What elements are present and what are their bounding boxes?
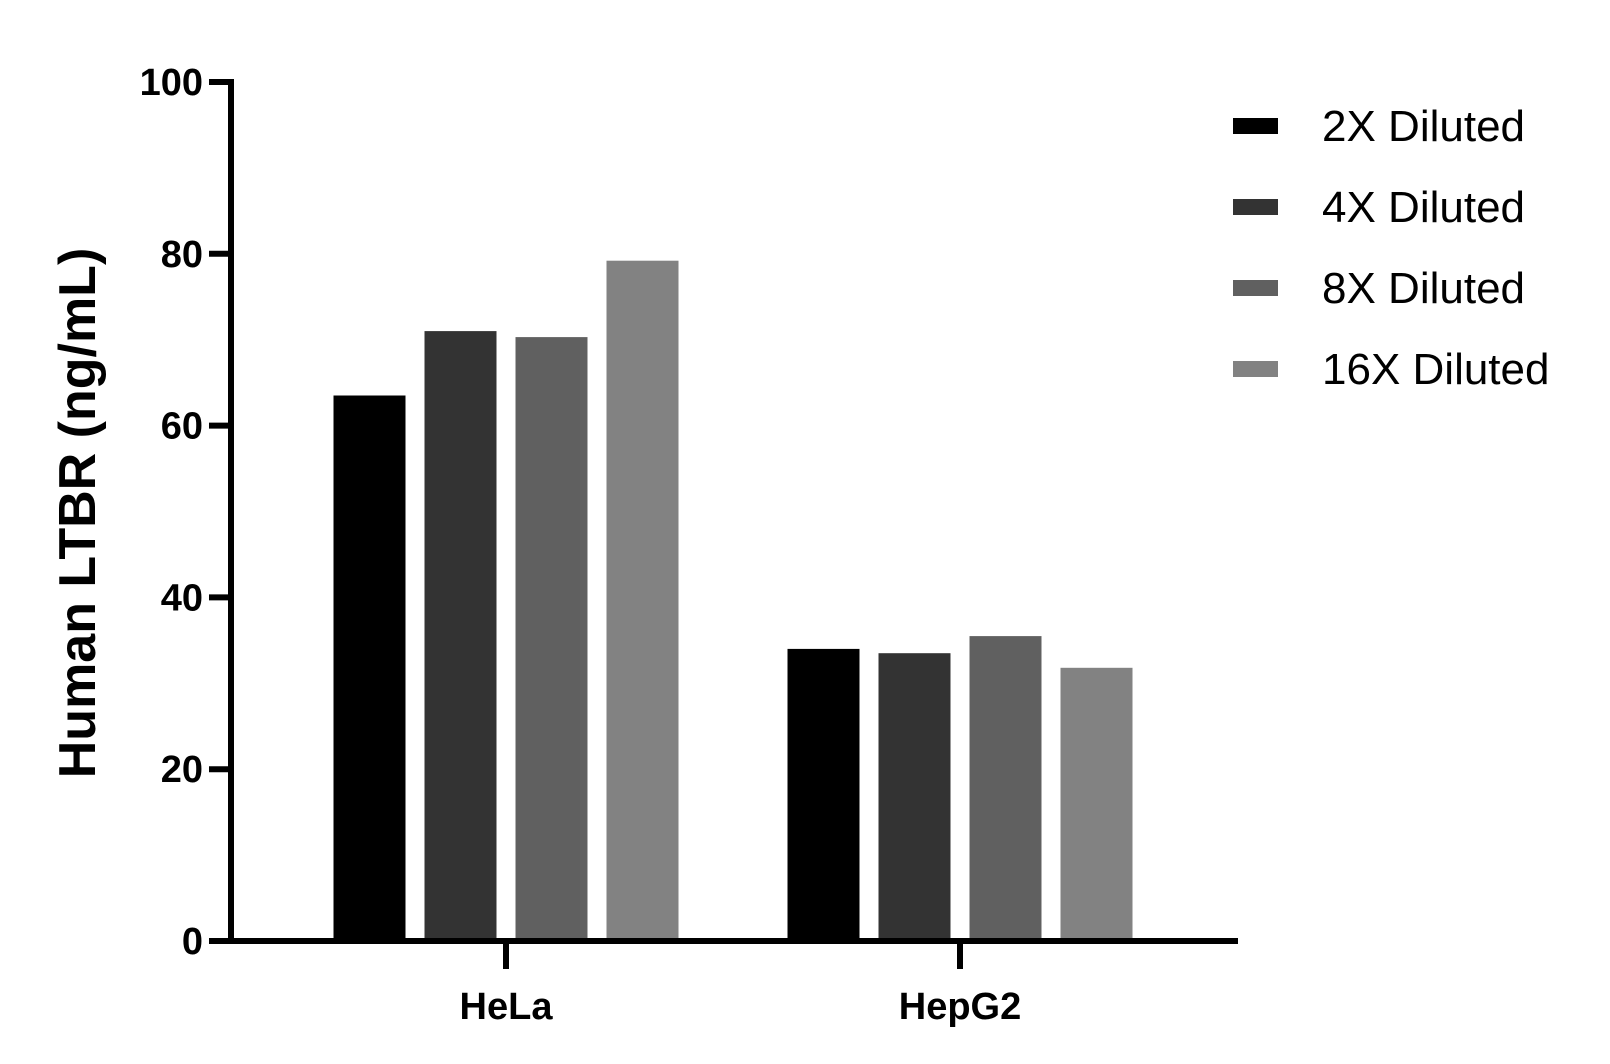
legend-swatch-1 <box>1233 118 1278 134</box>
y-tick-label-60: 60 <box>161 406 203 448</box>
x-tick-label-hepg2: HepG2 <box>899 986 1021 1028</box>
bar-hela-4 <box>606 260 679 941</box>
bars-layer <box>333 260 1133 942</box>
legend-label-4: 16X Diluted <box>1322 345 1549 394</box>
bar-hepg2-4 <box>1060 667 1133 941</box>
y-tick-label-80: 80 <box>161 234 203 276</box>
bar-hela-3 <box>515 337 588 942</box>
y-tick-label-100: 100 <box>140 62 203 104</box>
y-tick-label-40: 40 <box>161 577 203 619</box>
y-tick-label-20: 20 <box>161 749 203 791</box>
bar-hepg2-3 <box>969 636 1042 941</box>
axes-layer: 0 20 40 60 80 100 HeLa HepG2 <box>140 62 1238 1028</box>
legend-swatch-3 <box>1233 280 1278 296</box>
bar-hepg2-2 <box>878 653 951 941</box>
bar-hela-1 <box>333 395 406 941</box>
legend-label-1: 2X Diluted <box>1322 102 1525 151</box>
legend-label-2: 4X Diluted <box>1322 183 1525 232</box>
bar-hepg2-1 <box>787 648 860 941</box>
y-axis-title: Human LTBR (ng/mL) <box>49 248 107 779</box>
legend-swatch-4 <box>1233 361 1278 377</box>
legend: 2X Diluted 4X Diluted 8X Diluted 16X Dilute… <box>1233 102 1549 394</box>
legend-label-3: 8X Diluted <box>1322 264 1525 313</box>
bar-hela-2 <box>424 331 497 942</box>
y-tick-label-0: 0 <box>182 921 203 963</box>
legend-swatch-2 <box>1233 199 1278 215</box>
x-tick-label-hela: HeLa <box>460 986 554 1028</box>
